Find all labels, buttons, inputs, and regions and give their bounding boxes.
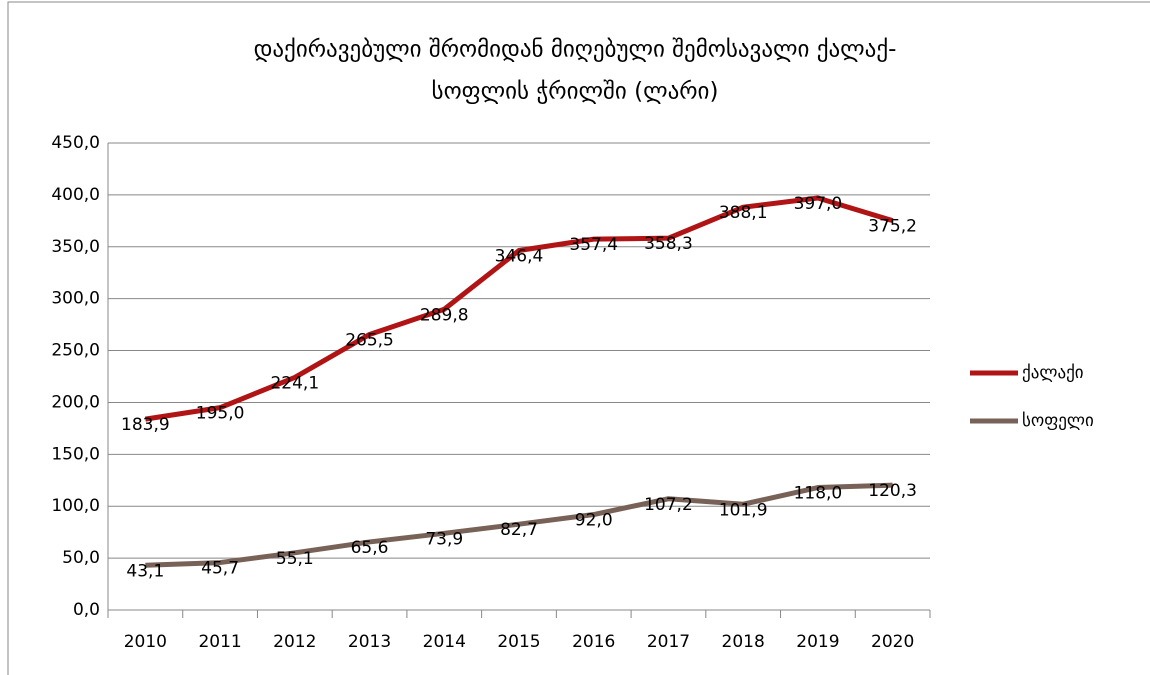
y-tick-label: 50,0 (62, 548, 100, 568)
data-label: 195,0 (196, 404, 245, 424)
x-tick-label: 2011 (198, 632, 241, 652)
data-label: 118,0 (794, 484, 843, 504)
data-label: 289,8 (420, 305, 469, 325)
data-label: 357,4 (569, 235, 618, 255)
data-label: 388,1 (719, 203, 768, 223)
data-label: 358,3 (644, 234, 693, 254)
data-label: 43,1 (126, 561, 164, 581)
y-tick-label: 200,0 (51, 392, 100, 412)
y-tick-label: 350,0 (51, 237, 100, 257)
chart-title: დაქირავებული შრომიდან მიღებული შემოსავალ… (254, 37, 897, 63)
data-label: 120,3 (868, 481, 917, 501)
y-tick-label: 450,0 (51, 133, 100, 153)
x-tick-label: 2017 (647, 632, 690, 652)
x-tick-label: 2012 (273, 632, 316, 652)
line-series (144, 195, 894, 422)
data-label: 265,5 (345, 330, 394, 350)
y-tick-label: 400,0 (51, 185, 100, 205)
data-label: 224,1 (270, 373, 319, 393)
x-tick-label: 2014 (423, 632, 466, 652)
data-label: 183,9 (121, 415, 170, 435)
legend-label: სოფელი (1022, 411, 1094, 431)
data-label: 45,7 (201, 559, 239, 579)
y-tick-label: 250,0 (51, 341, 100, 361)
line-series (145, 482, 893, 568)
data-label: 101,9 (719, 500, 768, 520)
data-label: 107,2 (644, 495, 693, 515)
data-label: 346,4 (495, 247, 544, 267)
data-label: 92,0 (575, 511, 613, 531)
data-label: 55,1 (276, 549, 314, 569)
chart-title: სოფლის ჭრილში (ლარი) (432, 79, 719, 105)
y-tick-label: 300,0 (51, 289, 100, 309)
data-label: 375,2 (868, 217, 917, 237)
data-label: 397,0 (794, 194, 843, 214)
data-label: 73,9 (425, 529, 463, 549)
x-tick-label: 2019 (796, 632, 839, 652)
x-tick-label: 2020 (871, 632, 914, 652)
y-tick-label: 100,0 (51, 496, 100, 516)
x-tick-label: 2016 (572, 632, 615, 652)
legend-label: ქალაქი (1022, 363, 1084, 383)
x-tick-label: 2015 (497, 632, 540, 652)
y-tick-label: 150,0 (51, 444, 100, 464)
x-tick-label: 2013 (348, 632, 391, 652)
data-label: 65,6 (351, 538, 389, 558)
chart-border (7, 1, 1150, 675)
x-tick-label: 2010 (124, 632, 167, 652)
data-label: 82,7 (500, 520, 538, 540)
x-tick-label: 2018 (722, 632, 765, 652)
y-tick-label: 0,0 (73, 600, 100, 620)
